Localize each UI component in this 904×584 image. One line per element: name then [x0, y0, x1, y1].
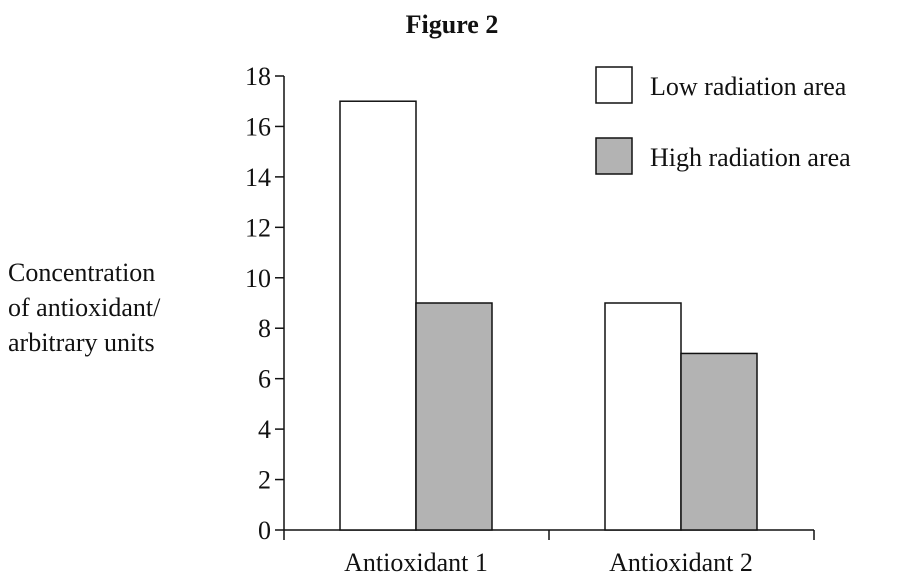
legend-label-high: High radiation area: [650, 143, 851, 172]
figure-title: Figure 2: [405, 10, 499, 39]
y-tick-label: 6: [258, 365, 271, 394]
legend-label-low: Low radiation area: [650, 72, 847, 101]
y-tick-label: 16: [245, 112, 271, 141]
y-tick-label: 10: [245, 264, 271, 293]
bar-low-1: [339, 100, 417, 531]
y-tick-label: 8: [258, 314, 271, 343]
y-tick-label: 12: [245, 213, 271, 242]
legend-swatch-low: [595, 66, 633, 104]
y-tick-label: 18: [245, 62, 271, 91]
y-tick-label: 0: [258, 516, 271, 545]
y-tick-label: 14: [245, 163, 271, 192]
x-category-label: Antioxidant 1: [344, 548, 488, 577]
bar-high-2: [680, 352, 758, 531]
bar-high-1: [415, 302, 493, 531]
bar-low-2: [604, 302, 682, 531]
y-axis-label-line-2: of antioxidant/: [8, 293, 161, 322]
y-axis-label: Concentration of antioxidant/ arbitrary …: [8, 255, 160, 360]
y-tick-label: 2: [258, 466, 271, 495]
y-axis-label-line-3: arbitrary units: [8, 328, 155, 357]
y-axis-label-line-1: Concentration: [8, 258, 156, 287]
x-category-label: Antioxidant 2: [609, 548, 753, 577]
y-tick-label: 4: [258, 415, 271, 444]
legend-swatch-high: [595, 137, 633, 175]
